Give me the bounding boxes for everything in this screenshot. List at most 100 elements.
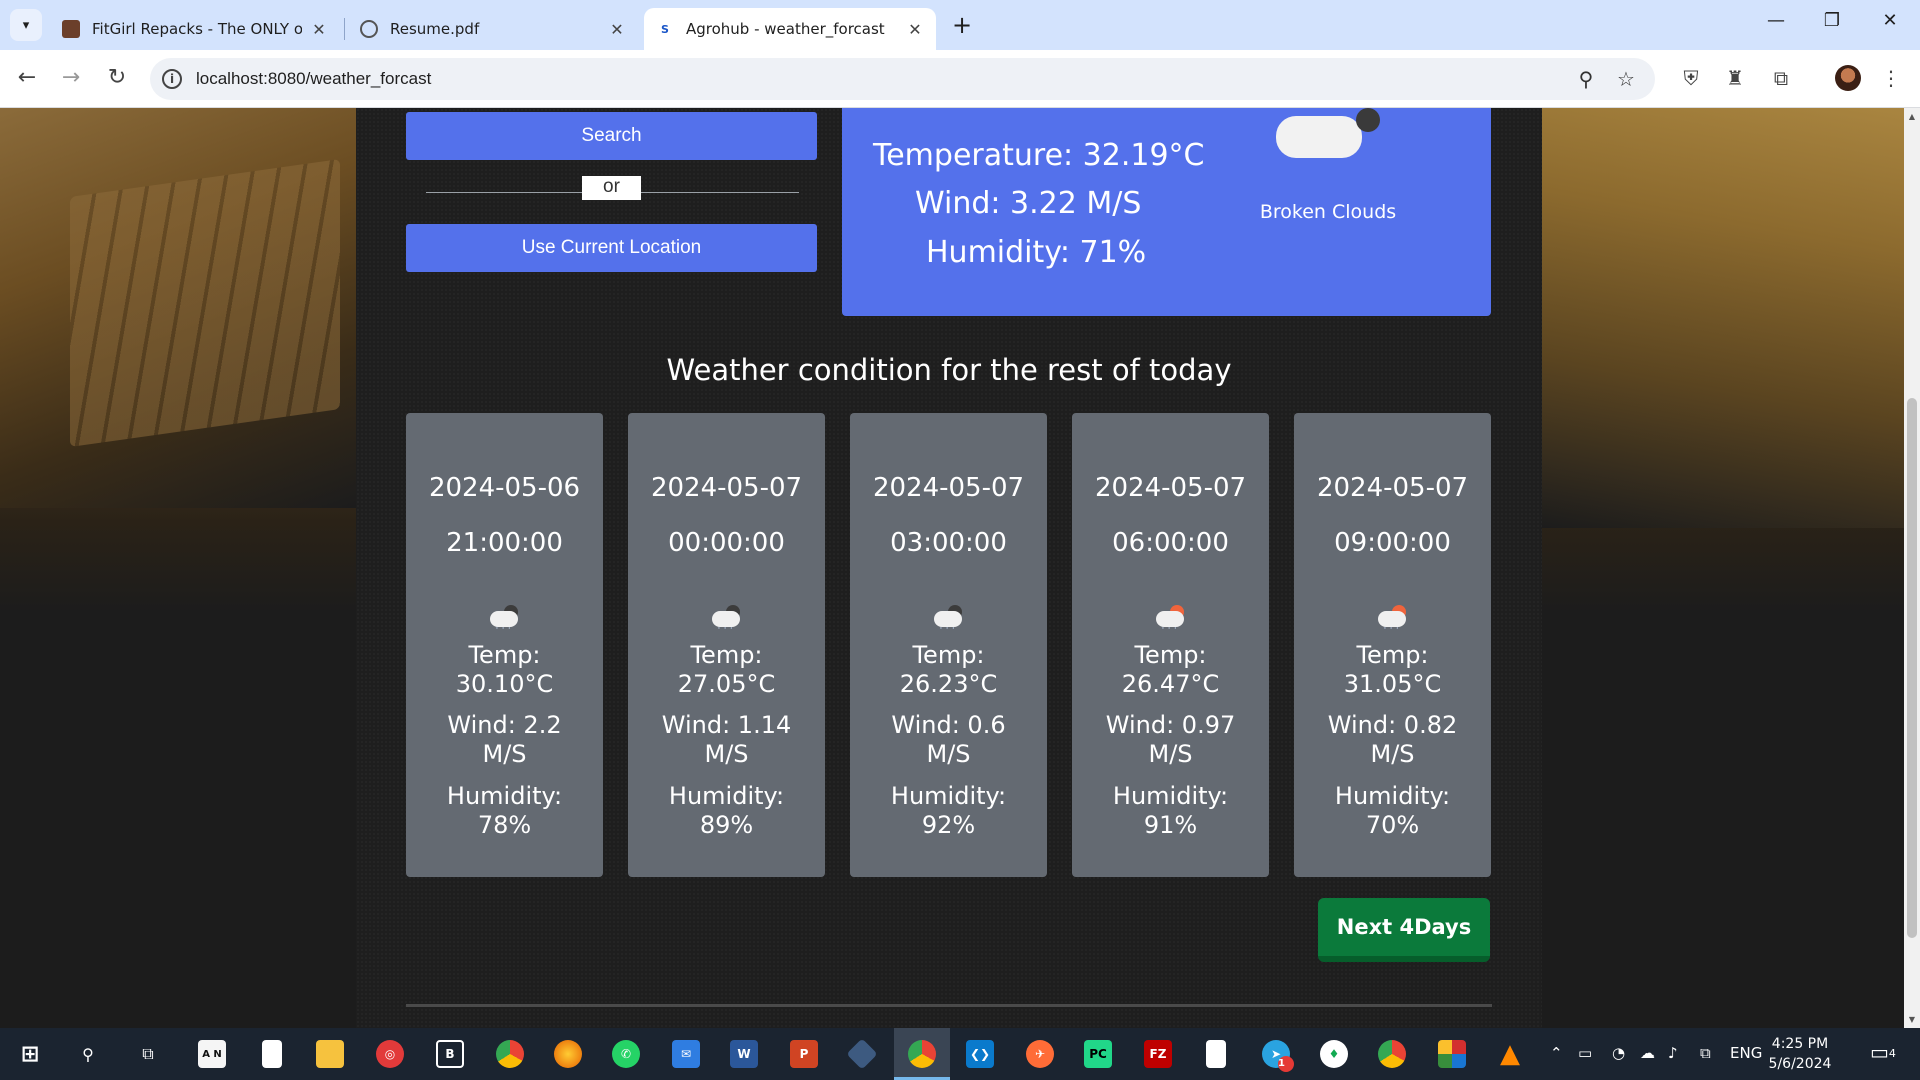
task-view-icon[interactable]: ⧉ <box>142 1044 154 1063</box>
bookmark-star-icon[interactable]: ☆ <box>1617 67 1635 91</box>
forecast-temp: Temp: 26.23°C <box>899 641 998 698</box>
url-text[interactable]: localhost:8080/weather_forcast <box>196 69 432 88</box>
clock-time: 4:25 PM <box>1771 1036 1829 1052</box>
pycharm-icon[interactable]: PC <box>1080 1036 1116 1072</box>
scrollbar-thumb[interactable] <box>1907 398 1917 938</box>
restore-icon[interactable]: ❐ <box>1823 10 1841 31</box>
tab-separator <box>344 18 345 40</box>
filezilla-icon[interactable]: FZ <box>1140 1036 1176 1072</box>
media-app-icon[interactable]: ◎ <box>372 1036 408 1072</box>
forecast-wind: Wind: 0.97 M/S <box>1105 711 1236 768</box>
chrome-icon[interactable] <box>492 1036 528 1072</box>
tab-title: FitGirl Repacks - The ONLY offic <box>92 20 302 38</box>
wifi-icon[interactable]: ◔ <box>1612 1044 1626 1062</box>
forecast-humidity: Humidity: 89% <box>668 782 785 839</box>
postman-icon[interactable]: ✈ <box>1022 1036 1058 1072</box>
tab-resume[interactable]: Resume.pdf ✕ <box>348 8 638 50</box>
mongodb-icon[interactable]: ♦ <box>1316 1036 1352 1072</box>
new-tab-button[interactable]: + <box>951 11 973 39</box>
reload-icon[interactable]: ↻ <box>107 65 127 90</box>
forecast-date: 2024-05-07 <box>1094 473 1247 503</box>
tab-fitgirl[interactable]: FitGirl Repacks - The ONLY offic ✕ <box>50 8 340 50</box>
vscode-icon[interactable]: ❮❯ <box>962 1036 998 1072</box>
powerpoint-icon[interactable]: P <box>786 1036 822 1072</box>
word-icon[interactable]: W <box>726 1036 762 1072</box>
notification-count: 4 <box>1888 1047 1896 1060</box>
search-button[interactable]: Search <box>406 112 817 160</box>
forecast-card: 2024-05-06 21:00:00 ' ' ' Temp: 30.10°C W… <box>406 413 603 877</box>
current-temperature: Temperature: 32.19°C <box>873 138 1205 173</box>
tab-search-button[interactable]: ▾ <box>10 9 42 41</box>
winrar-icon[interactable] <box>1434 1036 1470 1072</box>
page-scrollbar[interactable]: ▲ ▼ <box>1904 108 1920 1028</box>
fitgirl-icon <box>62 20 80 38</box>
page-viewport: Search or Use Current Location Temperatu… <box>0 108 1904 1028</box>
extensions-puzzle-icon[interactable]: ⧉ <box>1773 66 1789 90</box>
scroll-up-icon[interactable]: ▲ <box>1908 112 1916 121</box>
tab-title: Agrohub - weather_forcast <box>686 20 885 38</box>
forecast-humidity: Humidity: 70% <box>1334 782 1451 839</box>
more-menu-icon[interactable]: ⋮ <box>1881 66 1901 90</box>
forecast-wind: Wind: 1.14 M/S <box>661 711 792 768</box>
cloud-icon[interactable]: ☁ <box>1640 1044 1655 1062</box>
close-icon[interactable]: ✕ <box>312 19 326 39</box>
search-icon[interactable]: ⚲ <box>82 1044 94 1064</box>
window-close-icon[interactable]: ✕ <box>1882 10 1898 31</box>
volume-icon[interactable]: ♪ <box>1668 1044 1678 1062</box>
close-icon[interactable]: ✕ <box>908 19 922 39</box>
forecast-card: 2024-05-07 03:00:00 ' ' ' Temp: 26.23°C W… <box>850 413 1047 877</box>
minimize-icon[interactable]: — <box>1767 10 1785 31</box>
forecast-temp: Temp: 27.05°C <box>677 641 776 698</box>
calculator-icon[interactable]: B <box>432 1036 468 1072</box>
display-icon[interactable]: ⧉ <box>1700 1044 1711 1062</box>
address-bar[interactable]: i localhost:8080/weather_forcast ⚲ ☆ <box>150 58 1655 100</box>
document-icon[interactable] <box>1198 1036 1234 1072</box>
mail-icon[interactable]: ✉ <box>668 1036 704 1072</box>
clock-date: 5/6/2024 <box>1768 1056 1832 1072</box>
footer-divider <box>406 1004 1492 1007</box>
vlc-icon[interactable]: ▲ <box>1500 1039 1520 1069</box>
clock[interactable]: 4:25 PM 5/6/2024 <box>1760 1034 1840 1074</box>
back-icon[interactable]: ← <box>17 65 37 90</box>
notification-center-icon[interactable]: ▭4 <box>1870 1040 1896 1064</box>
rain-cloud-icon: ' ' ' <box>490 605 522 634</box>
forecast-time: 06:00:00 <box>1112 528 1229 558</box>
virtualbox-icon[interactable] <box>844 1036 880 1072</box>
bench-image <box>70 159 340 447</box>
forward-icon[interactable]: → <box>61 65 81 90</box>
rain-cloud-icon: ' ' ' <box>712 605 744 634</box>
telegram-icon[interactable]: ➤ 1 <box>1258 1036 1294 1072</box>
incognito-extension-icon[interactable]: ♜ <box>1726 66 1744 90</box>
forecast-wind: Wind: 0.6 M/S <box>891 711 1006 768</box>
browser-toolbar: ← → ↻ i localhost:8080/weather_forcast ⚲… <box>0 50 1920 108</box>
tab-title: Resume.pdf <box>390 20 480 38</box>
battery-icon[interactable]: ▭ <box>1578 1044 1593 1062</box>
shield-extension-icon[interactable]: ⛨ <box>1683 66 1699 90</box>
next-4-days-button[interactable]: Next 4Days <box>1318 898 1490 962</box>
profile-avatar[interactable] <box>1835 65 1861 91</box>
tab-agrohub[interactable]: S Agrohub - weather_forcast ✕ <box>644 8 936 50</box>
scroll-down-icon[interactable]: ▼ <box>1908 1015 1916 1024</box>
close-icon[interactable]: ✕ <box>610 19 624 39</box>
use-current-location-button[interactable]: Use Current Location <box>406 224 817 272</box>
chrome-profile-icon[interactable] <box>1374 1036 1410 1072</box>
file-explorer-icon[interactable] <box>312 1036 348 1072</box>
site-info-icon[interactable]: i <box>162 69 182 89</box>
forecast-wind: Wind: 2.2 M/S <box>447 711 562 768</box>
sun-rain-icon: ' ' ' <box>1156 605 1188 634</box>
language-indicator[interactable]: ENG <box>1730 1044 1763 1062</box>
tray-chevron-icon[interactable]: ⌃ <box>1550 1044 1563 1062</box>
forecast-temp: Temp: 30.10°C <box>455 641 554 698</box>
whatsapp-icon[interactable]: ✆ <box>608 1036 644 1072</box>
current-humidity: Humidity: 71% <box>926 235 1147 270</box>
forecast-date: 2024-05-07 <box>872 473 1025 503</box>
firefox-icon[interactable] <box>550 1036 586 1072</box>
location-pin-icon[interactable]: ⚲ <box>1578 67 1594 91</box>
font-app-icon[interactable]: A N <box>194 1036 230 1072</box>
notepad-icon[interactable] <box>254 1036 290 1072</box>
section-title: Weather condition for the rest of today <box>666 353 1232 387</box>
weather-description: Broken Clouds <box>1259 201 1397 223</box>
forecast-temp: Temp: 31.05°C <box>1343 641 1442 698</box>
windows-start-icon[interactable]: ⊞ <box>20 1041 40 1067</box>
chrome-active-icon[interactable] <box>904 1036 940 1072</box>
